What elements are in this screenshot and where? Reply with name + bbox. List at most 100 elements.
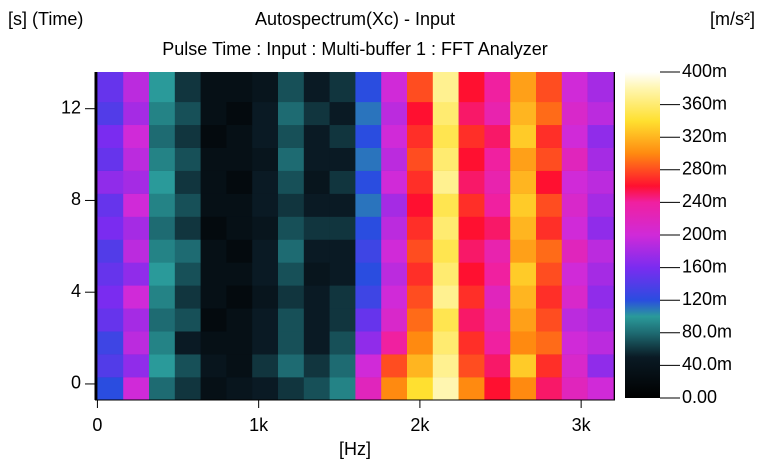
heatmap-cell <box>200 239 227 263</box>
heatmap-cell <box>200 331 227 355</box>
colorbar-tick-label: 320m <box>682 126 727 146</box>
heatmap-cell <box>407 216 434 240</box>
heatmap-cell <box>226 170 253 194</box>
y-tick-label: 0 <box>71 373 81 393</box>
heatmap-cell <box>458 101 485 126</box>
heatmap-cell <box>226 147 253 171</box>
heatmap-cell <box>407 331 434 355</box>
heatmap-cell <box>407 262 434 286</box>
heatmap-cell <box>200 147 227 171</box>
heatmap-cell <box>510 354 537 378</box>
heatmap-cell <box>200 124 227 148</box>
heatmap-cell <box>226 193 253 217</box>
heatmap-cell <box>432 377 459 401</box>
heatmap-cell <box>278 147 305 171</box>
heatmap-cell <box>355 170 382 194</box>
heatmap-cell <box>407 101 434 126</box>
heatmap-cell <box>587 285 614 309</box>
heatmap-cell <box>329 193 356 217</box>
heatmap-cell <box>458 331 485 355</box>
heatmap-cell <box>329 72 356 103</box>
heatmap-cell <box>97 285 124 309</box>
heatmap-cell <box>174 147 201 171</box>
heatmap-cell <box>278 377 305 401</box>
heatmap-cell <box>458 377 485 401</box>
heatmap-cell <box>149 262 176 286</box>
colorbar-tick-label: 160m <box>682 256 727 276</box>
heatmap-cell <box>355 101 382 126</box>
heatmap-cell <box>200 193 227 217</box>
heatmap-cell <box>510 72 537 103</box>
heatmap-cell <box>535 124 563 148</box>
heatmap-cell <box>303 147 330 171</box>
heatmap-cell <box>458 239 485 263</box>
heatmap-cell <box>303 170 330 194</box>
heatmap-cell <box>458 72 485 103</box>
heatmap-cell <box>458 285 485 309</box>
heatmap-cell <box>355 193 382 217</box>
heatmap-cell <box>149 147 176 171</box>
heatmap-cell <box>355 285 382 309</box>
heatmap-cell <box>458 170 485 194</box>
heatmap-cell <box>535 354 563 378</box>
heatmap-cell <box>149 285 176 309</box>
heatmap-cell <box>381 124 408 148</box>
heatmap-cell <box>407 170 434 194</box>
heatmap-cell <box>329 262 356 286</box>
heatmap-cell <box>278 308 305 332</box>
heatmap-cell <box>226 216 253 240</box>
heatmap-cell <box>432 147 459 171</box>
heatmap-cell <box>252 216 279 240</box>
heatmap-cell <box>123 170 150 194</box>
heatmap-cell <box>432 170 459 194</box>
heatmap-cell <box>355 354 382 378</box>
heatmap-cell <box>510 147 537 171</box>
heatmap-cell <box>252 72 279 103</box>
heatmap-cell <box>200 101 227 126</box>
heatmap-cell <box>381 239 408 263</box>
heatmap-cell <box>355 124 382 148</box>
heatmap-cell <box>381 285 408 309</box>
heatmap-cell <box>535 101 563 126</box>
heatmap-cell <box>458 147 485 171</box>
heatmap-cell <box>535 216 563 240</box>
x-tick-label: 3k <box>572 415 592 435</box>
heatmap-cell <box>535 331 563 355</box>
heatmap-cell <box>226 377 253 401</box>
heatmap-cell <box>432 72 459 103</box>
heatmap-cell <box>278 262 305 286</box>
heatmap-cell <box>329 101 356 126</box>
heatmap-cell <box>278 193 305 217</box>
heatmap-cell <box>303 262 330 286</box>
heatmap-cell <box>381 331 408 355</box>
heatmap-cell <box>587 239 614 263</box>
heatmap-cell <box>587 147 614 171</box>
heatmap-cell <box>303 216 330 240</box>
heatmap-cell <box>535 72 563 103</box>
heatmap-cell <box>381 101 408 126</box>
heatmap-cell <box>432 193 459 217</box>
heatmap-cell <box>407 147 434 171</box>
heatmap-cell <box>407 193 434 217</box>
heatmap-cell <box>252 377 279 401</box>
heatmap-cell <box>97 377 124 401</box>
heatmap-cell <box>97 170 124 194</box>
heatmap-cell <box>484 331 511 355</box>
heatmap-cell <box>278 101 305 126</box>
heatmap-cell <box>252 262 279 286</box>
heatmap-cell <box>484 124 511 148</box>
heatmap-cell <box>97 101 124 126</box>
heatmap-cell <box>587 124 614 148</box>
heatmap-cell <box>587 101 614 126</box>
heatmap-cell <box>381 354 408 378</box>
color-label: [m/s²] <box>710 9 755 29</box>
heatmap-cell <box>303 124 330 148</box>
heatmap-cell <box>123 72 150 103</box>
heatmap-cell <box>97 72 124 103</box>
heatmap-cell <box>535 377 563 401</box>
heatmap-cell <box>97 193 124 217</box>
heatmap-cell <box>278 216 305 240</box>
heatmap-cell <box>458 354 485 378</box>
heatmap-cell <box>226 239 253 263</box>
heatmap-cell <box>407 354 434 378</box>
